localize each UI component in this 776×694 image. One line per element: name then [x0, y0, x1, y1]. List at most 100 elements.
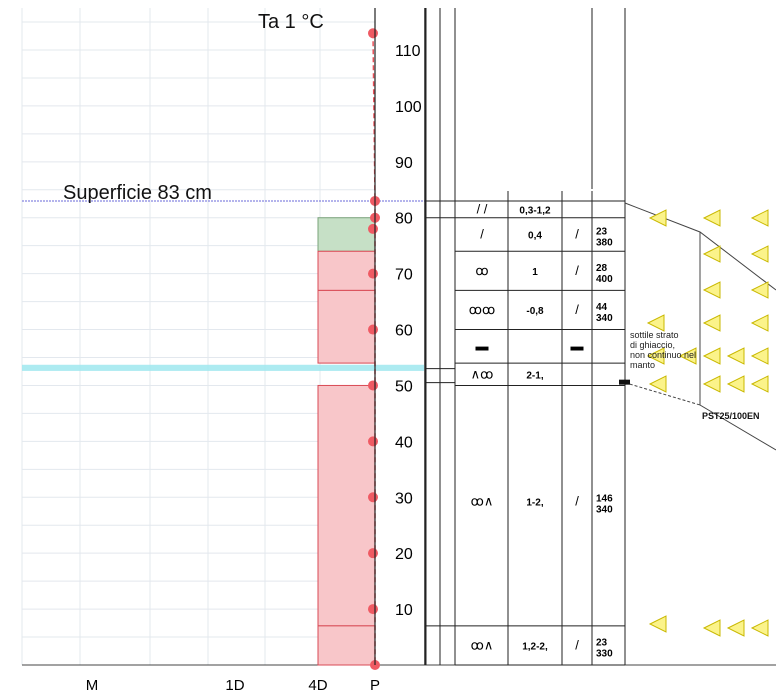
test-marker-triangle [750, 245, 769, 263]
layer-grain-shape: ꝏ [475, 263, 488, 278]
stability-test-label: PST25/100EN [702, 411, 760, 421]
test-marker-triangle [646, 347, 665, 365]
layer-density: 44 340 [596, 302, 613, 324]
stability-test-panel [619, 202, 776, 637]
temperature-point [368, 223, 378, 234]
temperature-point [368, 548, 378, 559]
layer-density: 23 380 [596, 227, 613, 249]
test-marker-triangle [702, 619, 721, 637]
hardness-tick-label: 1D [225, 677, 244, 694]
layer-wetness: / [575, 637, 579, 652]
test-marker-triangle [750, 375, 769, 393]
test-marker-triangle [750, 347, 769, 365]
hardness-bars [317, 217, 376, 666]
ice-crust-note-line: non continuo nel [630, 350, 696, 360]
test-marker-triangle [726, 375, 745, 393]
y-tick-label: 20 [395, 546, 413, 563]
surface-label: Superficie 83 cm [63, 182, 212, 204]
test-marker-triangle [726, 619, 745, 637]
layer-wetness: / [575, 263, 579, 278]
hardness-tick-label: 4D [308, 677, 327, 694]
ice-crust-note-line: sottile strato [630, 330, 679, 340]
layer-density-line: 146 [596, 494, 613, 505]
y-tick-label: 30 [395, 490, 413, 507]
test-marker-triangle [648, 375, 667, 393]
layer-grain-shape: ∧ꝏ [471, 366, 494, 381]
y-tick-label: 10 [395, 602, 413, 619]
temperature-point [368, 436, 378, 447]
test-marker-triangle [702, 245, 721, 263]
layer-grain-size: -0,8 [526, 306, 544, 317]
layer-grain-shape: ▬ [476, 338, 489, 353]
layer-density: 23 330 [596, 637, 613, 659]
test-marker-triangle [678, 347, 697, 365]
layer-grain-shape: ꝏ∧ [471, 637, 494, 652]
layer-grain-size: 1 [532, 267, 538, 278]
layer-grain-shape: ꝏꝏ [469, 302, 495, 317]
layer-density-line: 23 [596, 227, 608, 238]
test-marker-triangle [646, 314, 665, 332]
temperature-point [368, 28, 378, 39]
ice-crust-note-line: manto [630, 360, 655, 370]
y-tick-label: 90 [395, 155, 413, 172]
temperature-point [368, 604, 378, 615]
layer-wetness: ▬ [571, 338, 584, 353]
test-marker-triangle [702, 314, 721, 332]
hardness-bar [317, 625, 376, 666]
ice-crust-band [22, 364, 424, 371]
layer-wetness: / [575, 302, 579, 317]
test-marker-triangle [750, 281, 769, 299]
layer-grain-size: 0,4 [528, 231, 542, 242]
test-marker-triangle [702, 347, 721, 365]
layer-density: 146 340 [596, 494, 613, 516]
layer-grain-size: 1,2-2, [522, 641, 548, 652]
panel-leader-line [624, 382, 701, 406]
layer-wetness: / [575, 227, 579, 242]
layer-grain-shape: / / [477, 201, 488, 216]
y-axis: 10 20 30 40 50 60 70 80 90 100 110 [395, 43, 422, 619]
hardness-tick-label: P [370, 677, 380, 694]
test-marker-triangle [726, 347, 745, 365]
y-tick-label: 70 [395, 267, 413, 284]
temperature-profile [368, 8, 380, 670]
test-marker-triangle [702, 281, 721, 299]
y-tick-label: 110 [395, 43, 421, 60]
layer-grain-size: 2-1, [526, 370, 543, 381]
layer-grain-size: 0,3-1,2 [519, 205, 551, 216]
layer-density: 28 400 [596, 263, 613, 285]
y-tick-label: 40 [395, 434, 413, 451]
layer-grain-shape: / [480, 227, 484, 242]
test-marker-triangle [750, 209, 769, 227]
layer-density-line: 380 [596, 238, 613, 249]
temperature-point [368, 380, 378, 391]
layer-wetness: / [575, 494, 579, 509]
test-marker-triangle [750, 314, 769, 332]
hardness-bar [317, 289, 376, 364]
hardness-bar [317, 217, 376, 252]
ice-crust-note-line: di ghiaccio, [630, 340, 675, 350]
layer-density-line: 44 [596, 302, 608, 313]
temperature-point [368, 492, 378, 503]
layer-density-line: 340 [596, 313, 613, 324]
y-tick-label: 100 [395, 99, 422, 116]
air-temperature-label: Ta 1 °C [258, 11, 324, 33]
ice-crust-note: sottile strato di ghiaccio, non continuo… [630, 330, 699, 370]
layer-grain-size: 1-2, [526, 498, 543, 509]
layer-density-line: 400 [596, 274, 613, 285]
layer-grain-shape: ꝏ∧ [471, 494, 494, 509]
y-tick-label: 60 [395, 323, 413, 340]
hardness-axis: M 1D 4D P [86, 677, 380, 694]
hardness-tick-label: M [86, 677, 99, 694]
layer-density-line: 340 [596, 505, 613, 516]
test-marker-triangle [702, 375, 721, 393]
panel-diagonal [699, 232, 776, 451]
test-marker-triangle [702, 209, 721, 227]
hardness-bar [317, 250, 376, 291]
y-tick-label: 80 [395, 211, 413, 228]
temperature-point [368, 324, 378, 335]
ice-marker [619, 379, 630, 385]
layer-density-line: 330 [596, 648, 613, 659]
test-marker-triangle [750, 619, 769, 637]
